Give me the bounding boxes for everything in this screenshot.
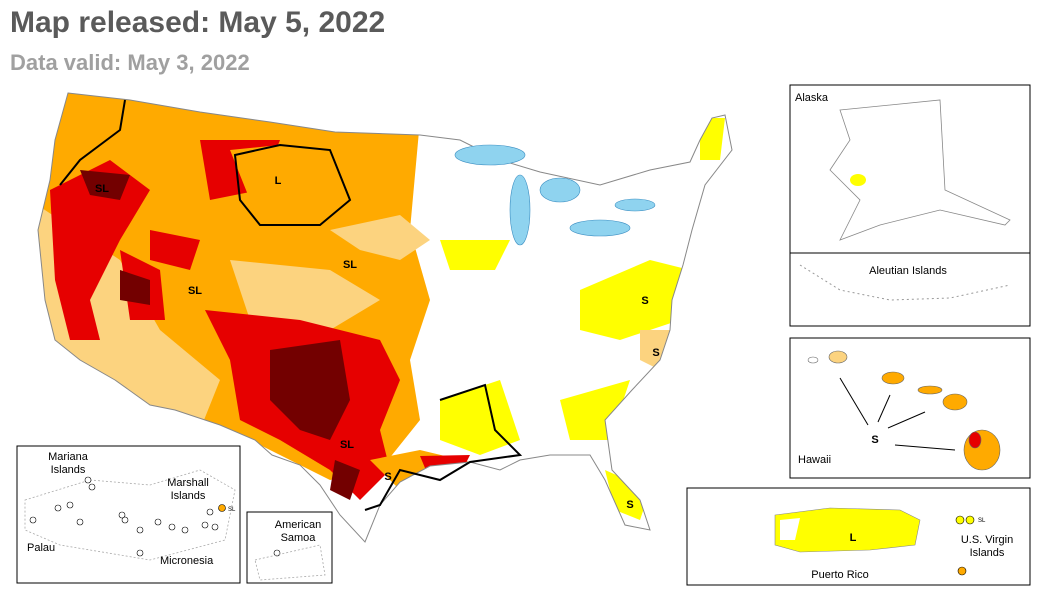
subtitle: Data valid: May 3, 2022 <box>10 50 250 75</box>
islands <box>29 476 219 557</box>
inset-label: Marshall <box>167 477 209 489</box>
impact-label: SL <box>95 183 109 195</box>
samoa-inset <box>246 511 333 584</box>
impact-boundaries <box>59 99 523 511</box>
impact-label: SL <box>343 259 357 271</box>
island-marker <box>965 515 975 525</box>
no-drought <box>780 518 800 540</box>
inset-label: Mariana <box>48 451 89 463</box>
island-marker <box>955 515 965 525</box>
impact-label: S <box>652 347 659 359</box>
region-outline <box>254 544 326 581</box>
puerto-rico-outline <box>774 507 921 553</box>
impact-label: S <box>641 295 648 307</box>
inset-label: Hawaii <box>798 454 831 466</box>
aleutian-inset <box>789 252 1031 327</box>
title: Map released: May 5, 2022 <box>10 6 385 39</box>
great-lakes <box>454 144 656 246</box>
hawaii-islands <box>807 350 1001 471</box>
inset-label: Islands <box>51 464 86 476</box>
us-outline <box>37 92 733 543</box>
impact-label: S <box>626 499 633 511</box>
pointer-lines <box>839 377 956 451</box>
drought-area <box>850 174 866 186</box>
inset-label: U.S. Virgin <box>961 534 1013 546</box>
impact-label: S <box>384 471 391 483</box>
inset-label: Alaska <box>795 92 829 104</box>
impact-label: SL <box>340 439 354 451</box>
inset-label: Aleutian Islands <box>869 265 947 277</box>
impact-label: SL <box>188 285 202 297</box>
pacific-inset <box>16 445 241 584</box>
alaska-outline <box>829 99 1011 241</box>
inset-label: American <box>275 519 321 531</box>
inset-label: Islands <box>171 490 206 502</box>
island-marker <box>957 566 967 576</box>
impact-label: L <box>275 175 282 187</box>
impact-label: S <box>871 434 878 446</box>
island-marker <box>218 504 226 512</box>
inset-label: Islands <box>970 547 1005 559</box>
inset-label: Puerto Rico <box>811 569 868 581</box>
impact-label: SL <box>978 518 986 524</box>
impact-label: L <box>850 532 857 544</box>
inset-label: Samoa <box>281 532 317 544</box>
aleutian-chain <box>799 264 1011 301</box>
impact-label: SL <box>228 507 236 513</box>
inset-label: Micronesia <box>160 555 214 567</box>
inset-label: Palau <box>27 542 55 554</box>
